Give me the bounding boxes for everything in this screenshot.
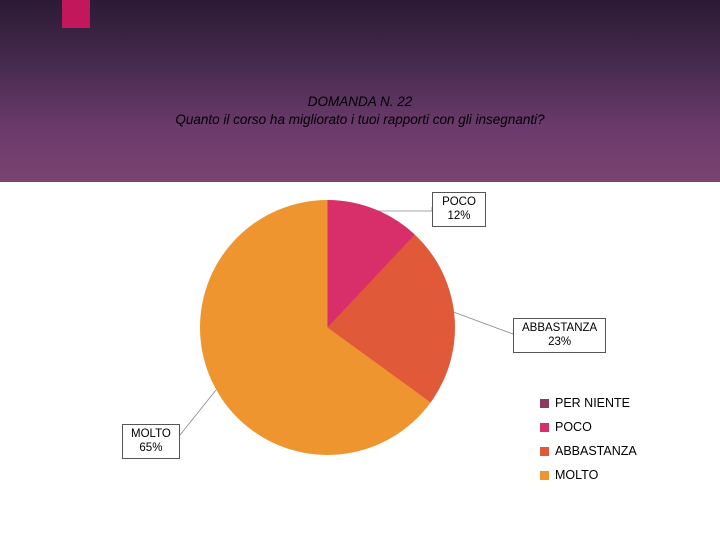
pie-disc	[200, 200, 455, 455]
callout-abbastanza: ABBASTANZA23%	[513, 318, 606, 353]
legend-label: PER NIENTE	[555, 396, 630, 410]
legend-swatch	[540, 471, 549, 480]
legend: PER NIENTE POCO ABBASTANZA MOLTO	[540, 396, 637, 492]
callout-poco: POCO12%	[432, 192, 486, 227]
legend-label: ABBASTANZA	[555, 444, 637, 458]
legend-item: POCO	[540, 420, 637, 434]
callout-label: ABBASTANZA	[522, 321, 597, 335]
legend-swatch	[540, 447, 549, 456]
legend-swatch	[540, 399, 549, 408]
legend-swatch	[540, 423, 549, 432]
callout-percent: 12%	[441, 209, 477, 223]
legend-item: PER NIENTE	[540, 396, 637, 410]
callout-molto: MOLTO65%	[122, 424, 180, 459]
legend-item: MOLTO	[540, 468, 637, 482]
legend-item: ABBASTANZA	[540, 444, 637, 458]
callout-label: POCO	[441, 195, 477, 209]
legend-label: MOLTO	[555, 468, 598, 482]
legend-label: POCO	[555, 420, 592, 434]
callout-percent: 23%	[522, 335, 597, 349]
callout-percent: 65%	[131, 441, 171, 455]
pie-chart	[200, 200, 455, 455]
callout-label: MOLTO	[131, 427, 171, 441]
